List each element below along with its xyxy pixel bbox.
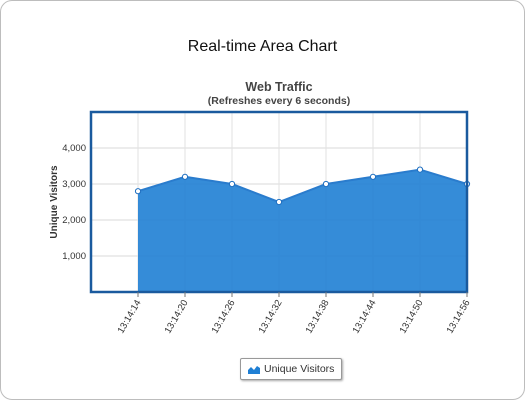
data-point[interactable] (369, 173, 377, 180)
y-tick-label: 3,000 (62, 179, 86, 190)
y-tick-labels: 1,000 2,000 3,000 4,000 (62, 143, 86, 262)
data-point[interactable] (416, 166, 424, 173)
y-tick-label: 2,000 (62, 215, 86, 226)
area-chart-icon (248, 366, 260, 374)
series-line (137, 168, 468, 204)
data-point[interactable] (322, 180, 330, 188)
chart-title: Web Traffic (245, 80, 312, 94)
x-tick-label: 13:14:14 (116, 298, 144, 336)
x-tick-label: 13:14:38 (304, 298, 332, 336)
series-area (134, 166, 471, 292)
series-area-fill (138, 169, 467, 292)
chart-subtitle: (Refreshes every 6 seconds) (208, 95, 350, 107)
page-title: Real-time Area Chart (187, 38, 338, 55)
x-tick-label: 13:14:44 (351, 298, 379, 336)
y-axis-label: Unique Visitors (49, 165, 60, 239)
x-tick-label: 13:14:26 (210, 298, 238, 336)
y-tick-label: 4,000 (62, 143, 86, 154)
x-tick-label: 13:14:56 (445, 298, 473, 336)
x-tick-label: 13:14:32 (257, 298, 285, 336)
legend-item-unique-visitors: Unique Visitors (264, 363, 335, 375)
x-tick-label: 13:14:50 (398, 298, 426, 336)
x-tick-labels: 13:14:14 13:14:20 13:14:26 13:14:32 13:14:38… (116, 292, 473, 336)
legend[interactable]: Unique Visitors (240, 358, 343, 380)
y-tick-label: 1,000 (62, 251, 86, 262)
data-point[interactable] (181, 173, 189, 180)
data-point[interactable] (228, 180, 236, 188)
data-point[interactable] (134, 188, 142, 195)
x-tick-label: 13:14:20 (163, 298, 191, 336)
data-point[interactable] (275, 198, 283, 206)
